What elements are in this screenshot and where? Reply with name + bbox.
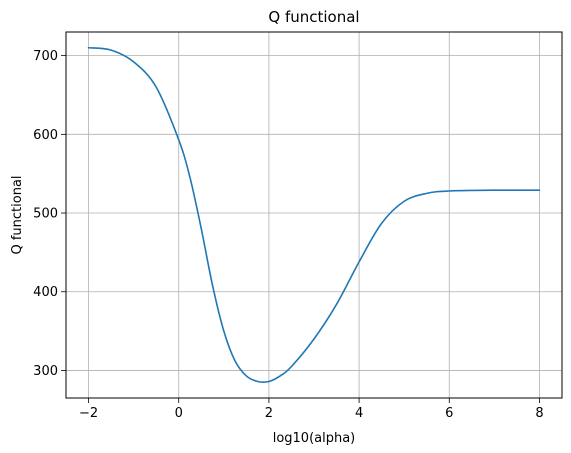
y-axis-label: Q functional bbox=[10, 175, 25, 254]
x-tick-label: −2 bbox=[79, 406, 98, 421]
y-tick-label: 700 bbox=[33, 49, 58, 64]
x-axis-label: log10(alpha) bbox=[273, 431, 356, 446]
x-tick-label: 2 bbox=[265, 406, 273, 421]
y-tick-label: 400 bbox=[33, 285, 58, 300]
y-tick-label: 300 bbox=[33, 364, 58, 379]
y-tick-label: 500 bbox=[33, 207, 58, 222]
x-tick-label: 6 bbox=[445, 406, 453, 421]
x-tick-label: 0 bbox=[175, 406, 183, 421]
y-tick-label: 600 bbox=[33, 128, 58, 143]
x-tick-label: 8 bbox=[535, 406, 543, 421]
x-tick-label: 4 bbox=[355, 406, 363, 421]
chart-title: Q functional bbox=[268, 8, 359, 26]
